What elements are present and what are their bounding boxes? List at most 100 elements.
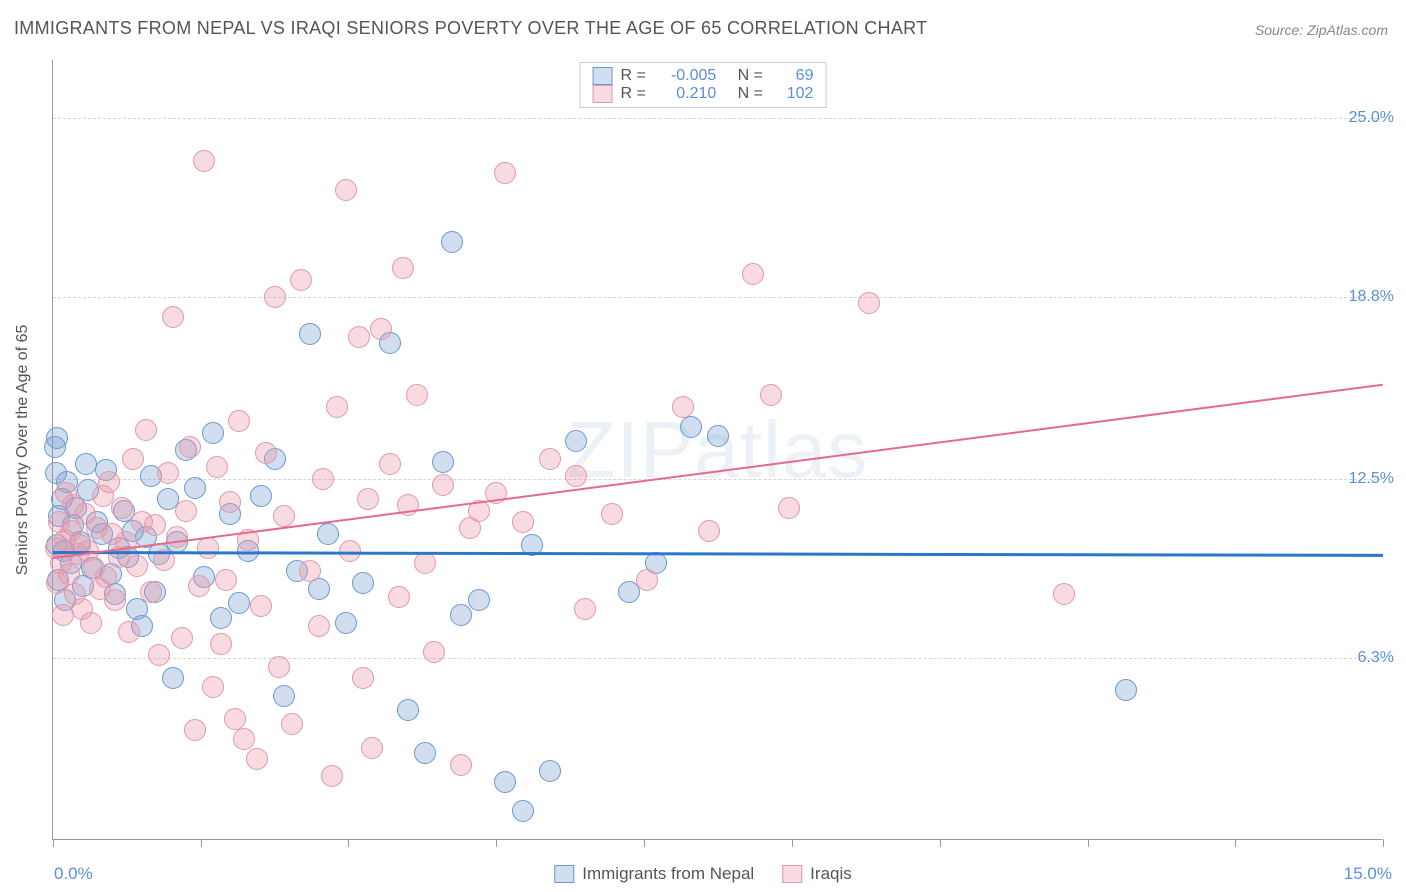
scatter-point xyxy=(432,451,454,473)
scatter-point xyxy=(118,621,140,643)
scatter-point xyxy=(432,474,454,496)
scatter-point xyxy=(264,286,286,308)
scatter-point xyxy=(228,592,250,614)
legend-n-label: N = xyxy=(724,67,767,85)
scatter-point xyxy=(414,552,436,574)
scatter-point xyxy=(326,396,348,418)
x-tick xyxy=(201,839,202,847)
source-attribution: Source: ZipAtlas.com xyxy=(1255,22,1388,38)
scatter-point xyxy=(171,627,193,649)
chart-title: IMMIGRANTS FROM NEPAL VS IRAQI SENIORS P… xyxy=(14,18,927,39)
legend-swatch xyxy=(554,865,574,883)
scatter-point xyxy=(379,453,401,475)
scatter-point xyxy=(348,326,370,348)
scatter-point xyxy=(144,514,166,536)
scatter-point xyxy=(250,595,272,617)
scatter-point xyxy=(312,468,334,490)
y-tick-label: 18.8% xyxy=(1349,288,1394,306)
gridline-horizontal xyxy=(53,658,1382,659)
scatter-point xyxy=(215,569,237,591)
x-tick xyxy=(348,839,349,847)
scatter-point xyxy=(273,505,295,527)
scatter-point xyxy=(574,598,596,620)
scatter-point xyxy=(175,500,197,522)
y-tick-label: 6.3% xyxy=(1358,649,1394,667)
scatter-point xyxy=(392,257,414,279)
scatter-point xyxy=(778,497,800,519)
y-tick-label: 12.5% xyxy=(1349,470,1394,488)
scatter-point xyxy=(565,465,587,487)
scatter-point xyxy=(308,615,330,637)
scatter-point xyxy=(760,384,782,406)
x-tick xyxy=(496,839,497,847)
scatter-point xyxy=(162,667,184,689)
scatter-point xyxy=(224,708,246,730)
x-tick xyxy=(1235,839,1236,847)
legend-r-value: -0.005 xyxy=(658,67,716,85)
scatter-point xyxy=(1053,583,1075,605)
scatter-point xyxy=(197,537,219,559)
x-tick xyxy=(1383,839,1384,847)
scatter-point xyxy=(246,748,268,770)
legend-stats-box: R = -0.005 N = 69R = 0.210 N = 102 xyxy=(580,62,827,108)
scatter-point xyxy=(494,771,516,793)
scatter-point xyxy=(361,737,383,759)
scatter-point xyxy=(742,263,764,285)
scatter-point xyxy=(179,436,201,458)
scatter-point xyxy=(111,497,133,519)
x-tick xyxy=(1088,839,1089,847)
scatter-point xyxy=(162,306,184,328)
scatter-point xyxy=(317,523,339,545)
scatter-point xyxy=(539,448,561,470)
scatter-point xyxy=(184,477,206,499)
scatter-point xyxy=(250,485,272,507)
scatter-point xyxy=(406,384,428,406)
scatter-point xyxy=(148,644,170,666)
legend-swatch xyxy=(593,85,613,103)
gridline-horizontal xyxy=(53,118,1382,119)
y-axis-label: Seniors Poverty Over the Age of 65 xyxy=(14,325,32,576)
scatter-point xyxy=(80,612,102,634)
legend-n-value: 102 xyxy=(775,85,813,103)
scatter-point xyxy=(335,179,357,201)
scatter-point xyxy=(206,456,228,478)
scatter-point xyxy=(219,491,241,513)
scatter-point xyxy=(414,742,436,764)
scatter-point xyxy=(95,566,117,588)
legend-series-item: Iraqis xyxy=(782,864,852,884)
gridline-horizontal xyxy=(53,297,1382,298)
scatter-point xyxy=(210,607,232,629)
scatter-point xyxy=(441,231,463,253)
scatter-point xyxy=(290,269,312,291)
scatter-point xyxy=(450,604,472,626)
scatter-point xyxy=(299,323,321,345)
scatter-point xyxy=(122,448,144,470)
scatter-point xyxy=(98,471,120,493)
x-tick xyxy=(644,839,645,847)
scatter-point xyxy=(468,589,490,611)
legend-n-label: N = xyxy=(724,85,767,103)
scatter-point xyxy=(357,488,379,510)
scatter-point xyxy=(233,728,255,750)
legend-r-label: R = xyxy=(621,85,651,103)
scatter-point xyxy=(494,162,516,184)
gridline-horizontal xyxy=(53,479,1382,480)
scatter-point xyxy=(202,676,224,698)
scatter-point xyxy=(228,410,250,432)
watermark-text: ZIPatlas xyxy=(567,404,868,496)
chart-plot-area: ZIPatlas xyxy=(52,60,1382,840)
scatter-point xyxy=(352,572,374,594)
scatter-point xyxy=(707,425,729,447)
scatter-point xyxy=(321,765,343,787)
scatter-point xyxy=(166,526,188,548)
scatter-point xyxy=(672,396,694,418)
scatter-point xyxy=(46,427,68,449)
scatter-point xyxy=(512,800,534,822)
scatter-point xyxy=(352,667,374,689)
scatter-point xyxy=(273,685,295,707)
legend-stats-row: R = 0.210 N = 102 xyxy=(593,85,814,103)
legend-swatch xyxy=(782,865,802,883)
scatter-point xyxy=(601,503,623,525)
scatter-point xyxy=(193,150,215,172)
scatter-point xyxy=(698,520,720,542)
